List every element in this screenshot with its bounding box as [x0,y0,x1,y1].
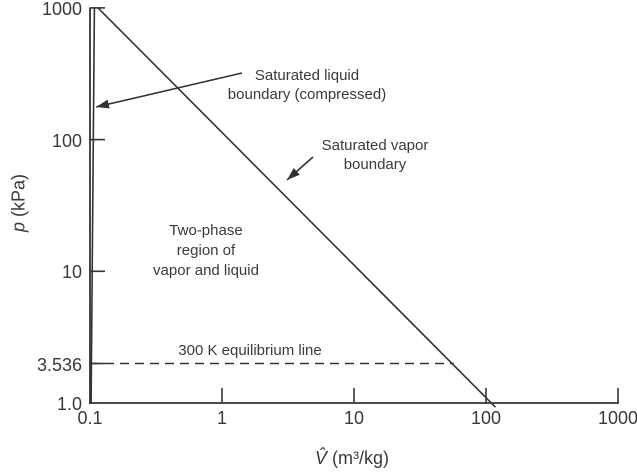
x-tick-label: 10 [343,408,365,428]
saturated-vapor-boundary-label: Saturated vapor boundary [321,137,429,173]
x-tick-label: 1000 [597,408,637,428]
saturated-vapor-boundary [97,7,497,408]
y-axis-units: (kPa) [8,173,29,222]
data-series [90,7,497,408]
x-tick-label: 0.1 [77,408,103,428]
y-tick-label: 3.536 [36,354,82,375]
y-tick-label: 100 [51,130,82,151]
y-tick-label: 10 [61,262,82,283]
annotation-arrows [95,72,314,181]
two-phase-region-label: Two-phase region of vapor and liquid [153,222,259,279]
x-tick-label: 100 [470,408,502,428]
saturated-liquid-boundary-label: Saturated liquid boundary (compressed) [227,67,387,103]
liquid-boundary-arrow [95,72,243,109]
y-tick-label: 1.0 [56,394,82,414]
y-axis-label: p (kPa) [9,174,30,232]
x-axis-units: (m³/kg) [327,448,390,468]
vapor-boundary-arrow [286,156,314,181]
x-tick-label: 1 [216,408,228,428]
y-tick-label: 1000 [41,0,82,19]
y-axis-symbol: p [8,222,29,233]
x-axis-label: V̂ (m³/kg) [315,448,389,469]
x-axis-symbol: V̂ [314,448,328,468]
equilibrium-line-label: 300 K equilibrium line [178,342,322,359]
saturated-liquid-boundary [90,7,96,404]
